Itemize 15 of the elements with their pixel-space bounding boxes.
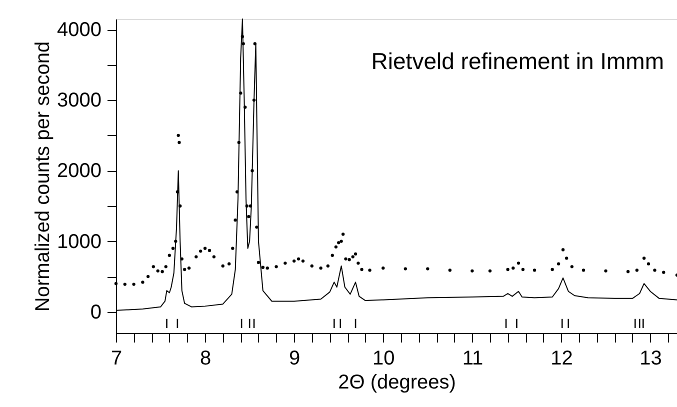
x-tick-label: 10 <box>372 348 395 370</box>
y-tick-label: 0 <box>90 301 102 324</box>
x-tick-label: 13 <box>640 348 662 370</box>
x-axis-title: 2Θ (degrees) <box>338 372 456 394</box>
y-tick-label: 3000 <box>57 90 102 112</box>
y-tick-label: 2000 <box>57 160 102 182</box>
y-tick-label: 4000 <box>57 19 102 42</box>
x-tick-label: 11 <box>462 348 484 370</box>
x-tick-label: 7 <box>110 348 122 370</box>
x-tick-label: 12 <box>550 348 573 370</box>
annotation: Rietveld refinement in Immm <box>371 48 664 74</box>
y-tick-label: 1000 <box>57 230 102 253</box>
y-axis-title: Normalized counts per second <box>32 41 54 312</box>
x-tick-label: 8 <box>200 348 212 370</box>
x-tick-label: 9 <box>289 348 300 370</box>
